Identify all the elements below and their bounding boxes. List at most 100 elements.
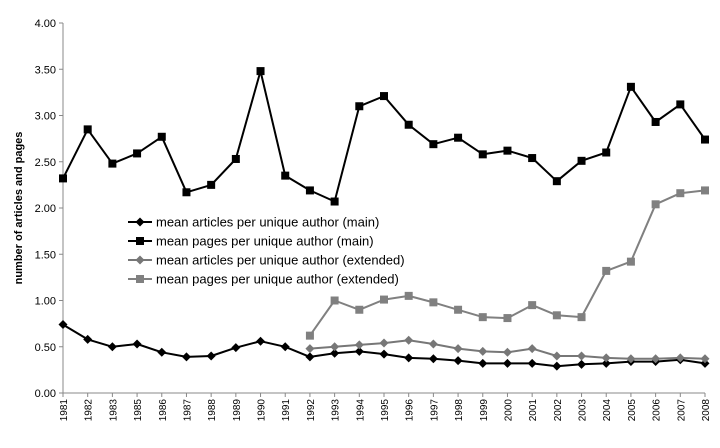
series-2-point (577, 156, 586, 165)
series-1-point (83, 334, 93, 344)
y-tick-label: 0.50 (35, 342, 56, 354)
series-4-point (626, 257, 635, 266)
x-tick-label: 1996 (405, 399, 416, 422)
series-1-point (552, 361, 562, 371)
series-4-point (305, 331, 314, 340)
legend-marker (136, 237, 144, 245)
series-3-point (453, 344, 463, 354)
x-tick-label: 2001 (528, 399, 539, 422)
series-3-point (675, 353, 685, 363)
series-2-point (651, 117, 660, 126)
series-2-point (552, 177, 561, 186)
x-tick-label: 2004 (602, 399, 613, 422)
y-tick-label: 0.00 (35, 388, 56, 400)
series-2-point (305, 186, 314, 195)
series-3-point (651, 354, 661, 364)
series-4-point (380, 295, 388, 304)
series-1-point (181, 352, 191, 362)
series-1-point (58, 320, 68, 330)
y-tick-label: 4.00 (35, 18, 56, 30)
series-4-point (355, 305, 364, 314)
x-tick-label: 1983 (108, 399, 119, 422)
x-tick-label: 1990 (257, 399, 268, 422)
y-tick-label: 1.50 (35, 249, 56, 261)
series-1-point (157, 347, 167, 357)
series-4-point (503, 314, 512, 323)
series-1-point (256, 336, 266, 346)
x-tick-label: 2003 (578, 399, 589, 422)
series-4-point (454, 305, 463, 314)
legend-marker (136, 275, 144, 283)
x-tick-label: 1995 (380, 399, 391, 422)
series-2-point (207, 180, 216, 189)
x-tick-label: 1982 (84, 399, 95, 422)
series-3-point (527, 344, 537, 354)
series-2-point (355, 102, 364, 111)
x-tick-label: 1991 (281, 399, 292, 422)
series-4-point (676, 189, 685, 198)
series-3-point (428, 339, 438, 349)
x-tick-label: 2000 (503, 399, 514, 422)
x-tick-label: 1989 (232, 399, 243, 422)
y-axis-title: number of articles and pages (13, 132, 25, 285)
series-3-point (577, 351, 587, 361)
x-tick-label: 2008 (701, 399, 712, 422)
series-2-point (281, 171, 290, 180)
series-1-point (280, 342, 290, 352)
series-2-point (133, 149, 142, 158)
series-3-point (330, 342, 340, 352)
series-3-point (379, 338, 389, 348)
series-2-point (701, 135, 709, 144)
series-2-point (676, 100, 685, 109)
series-1-point (330, 348, 340, 358)
series-1-point (206, 351, 216, 361)
series-3-point (404, 335, 414, 345)
series-1-point (379, 349, 389, 359)
legend-marker (135, 217, 145, 227)
y-tick-label: 3.50 (35, 64, 56, 76)
series-1-point (700, 358, 710, 368)
series-3-point (626, 354, 636, 364)
series-1-point (231, 343, 241, 353)
x-tick-label: 1992 (306, 399, 317, 422)
legend-marker (135, 255, 145, 265)
series-2-point (503, 146, 512, 155)
x-tick-label: 2002 (553, 399, 564, 422)
series-4-point (404, 291, 413, 300)
x-tick-label: 1998 (454, 399, 465, 422)
series-4-point (330, 296, 339, 305)
series-1-point (478, 358, 488, 368)
series-1-point (132, 339, 142, 349)
series-1-point (305, 352, 315, 362)
x-tick-label: 1994 (355, 399, 366, 422)
series-2-point (454, 133, 463, 142)
series-4-point (429, 298, 438, 307)
series-2-point (83, 125, 92, 134)
legend-label: mean pages per unique author (main) (156, 234, 374, 249)
y-tick-label: 1.00 (35, 296, 56, 308)
series-4-point (552, 311, 561, 320)
series-1-point (107, 342, 117, 352)
series-2-point (256, 67, 265, 76)
series-2-point (231, 154, 240, 163)
legend-label: mean articles per unique author (extende… (156, 253, 405, 268)
x-tick-label: 2006 (652, 399, 663, 422)
y-tick-label: 2.00 (35, 203, 56, 215)
series-1-point (453, 356, 463, 366)
series-2-point (478, 150, 487, 159)
series-3-point (305, 344, 315, 354)
series-1-point (428, 354, 438, 364)
y-tick-label: 2.50 (35, 157, 56, 169)
series-2-point (528, 154, 537, 163)
series-2-point (404, 120, 413, 129)
series-3-point (478, 346, 488, 356)
series-2-point (108, 159, 117, 168)
series-4-point (478, 313, 487, 322)
series-2-point (429, 140, 438, 149)
x-tick-label: 2005 (627, 399, 638, 422)
series-4-point (577, 313, 586, 322)
series-4-point (701, 186, 709, 195)
series-3-point (552, 351, 562, 361)
